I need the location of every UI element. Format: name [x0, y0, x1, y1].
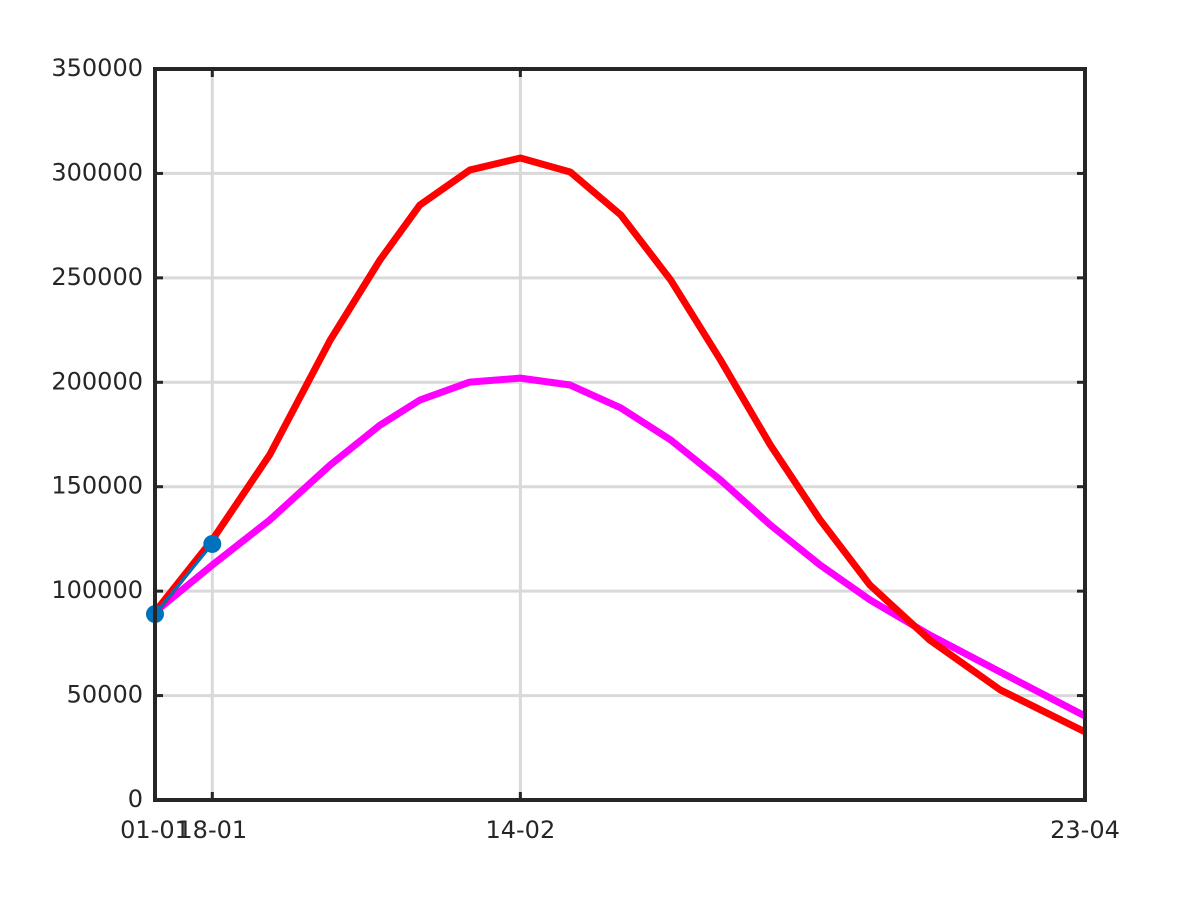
y-tick-label: 50000 [67, 681, 143, 709]
series-line [153, 542, 214, 616]
y-tick-label: 350000 [51, 54, 143, 82]
series-line [152, 154, 1087, 736]
x-tick-label: 14-02 [485, 816, 555, 844]
series-line [152, 374, 1087, 720]
y-tick-label: 0 [128, 785, 143, 813]
y-tick-label: 100000 [51, 576, 143, 604]
x-tick-label: 01-01 [120, 816, 190, 844]
y-tick-label: 200000 [51, 367, 143, 395]
y-tick-label: 150000 [51, 472, 143, 500]
y-tick-label: 250000 [51, 263, 143, 291]
y-tick-label: 300000 [51, 158, 143, 186]
x-tick-label: 23-04 [1050, 816, 1120, 844]
x-tick-label: 18-01 [177, 816, 247, 844]
data-point [203, 534, 222, 553]
plot-frame [153, 67, 1087, 802]
